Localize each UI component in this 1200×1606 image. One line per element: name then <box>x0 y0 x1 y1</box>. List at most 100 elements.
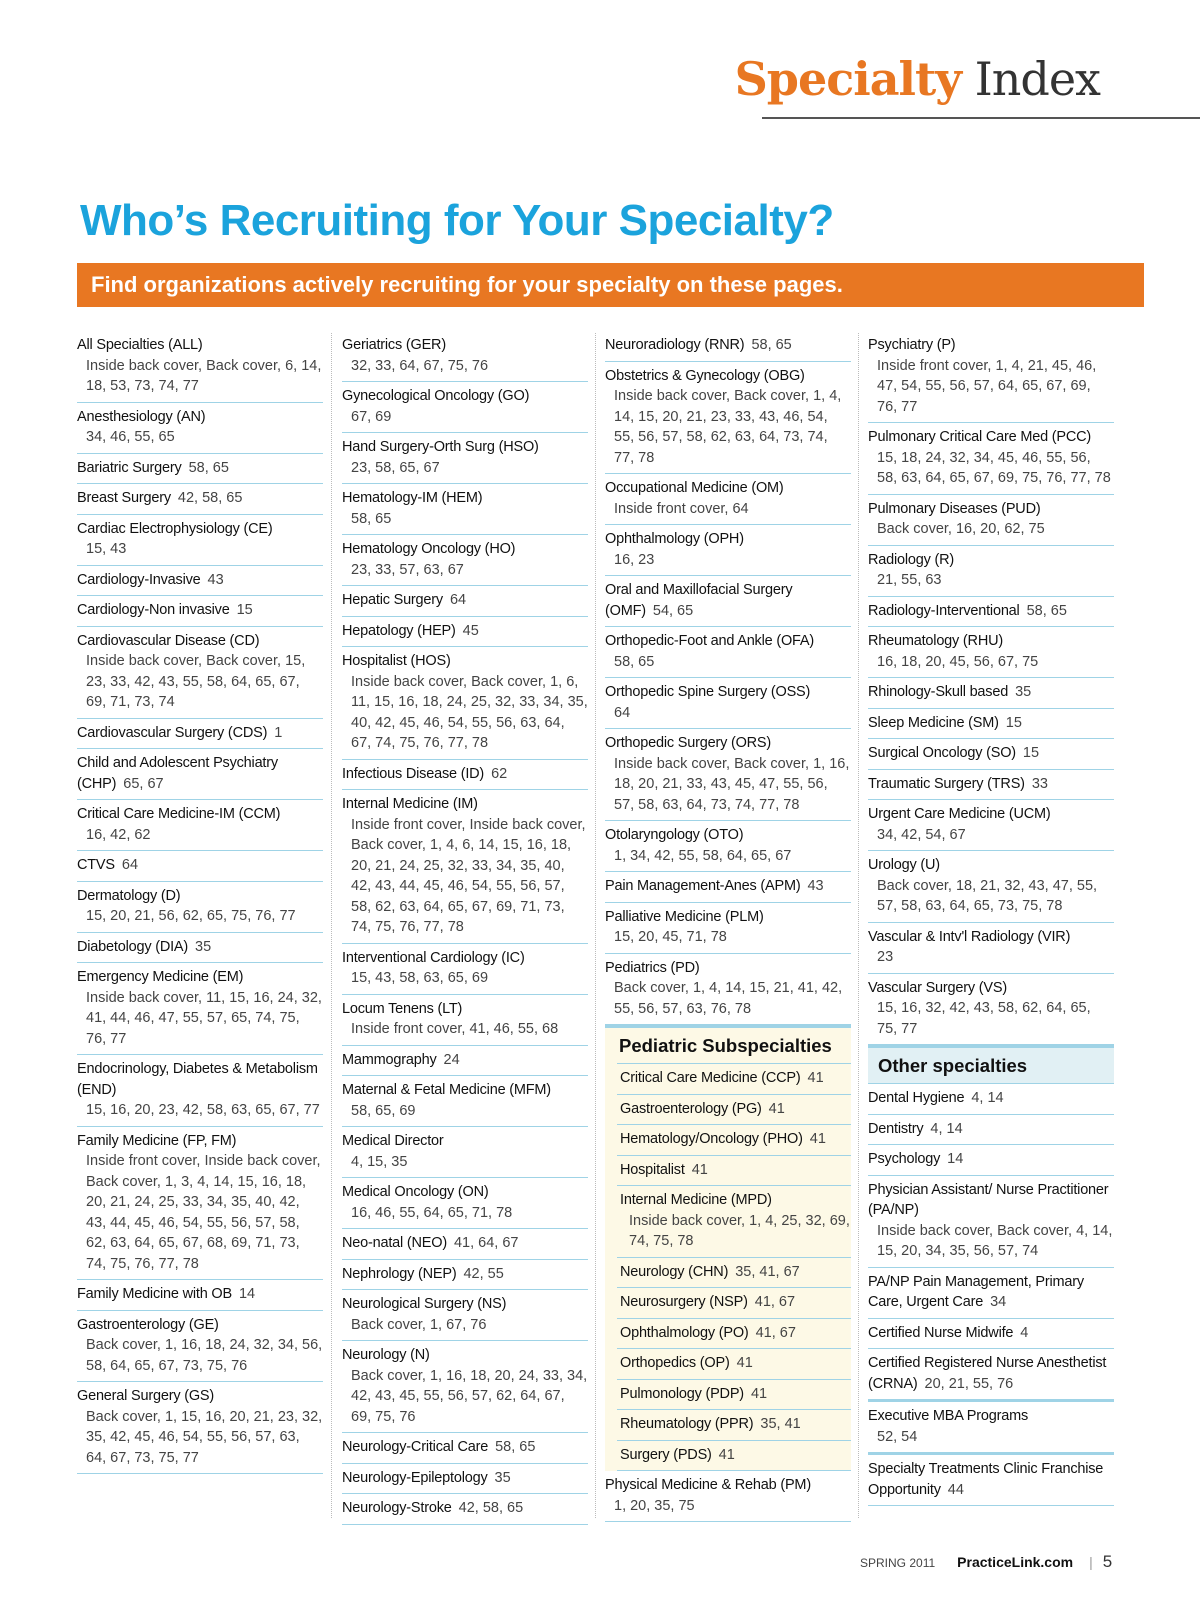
specialty-name: Hepatic Surgery <box>342 592 443 608</box>
index-column-1: All Specialties (ALL) Inside back cover, … <box>77 331 323 1474</box>
specialty-name: Certified Nurse Midwife <box>868 1324 1014 1341</box>
index-entry: Maternal & Fetal Medicine (MFM) 58, 65, 6… <box>342 1076 588 1127</box>
site-link[interactable]: PracticeLink.com <box>957 1554 1074 1570</box>
page-numbers: 23 <box>877 949 894 965</box>
specialty-name: Orthopedics (OP) <box>620 1355 730 1371</box>
column-divider <box>858 333 859 1518</box>
index-entry: Endocrinology, Diabetes & Metabolism (EN… <box>77 1055 323 1127</box>
index-entry: Pediatrics (PD) Back cover, 1, 4, 14, 15,… <box>605 954 851 1025</box>
page-numbers: 58, 65 <box>495 1439 536 1455</box>
specialty-name: Cardiology-Invasive <box>77 571 201 588</box>
specialty-name: Critical Care Medicine (CCP) <box>620 1070 801 1086</box>
page-numbers: 42, 58, 65 <box>458 1500 524 1516</box>
page-numbers: 4 <box>1020 1324 1029 1341</box>
page-numbers: 1 <box>274 724 283 741</box>
page-numbers: 62 <box>491 765 508 782</box>
box-title: Other specialties <box>868 1048 1114 1084</box>
specialty-name: Occupational Medicine (OM) <box>605 480 784 496</box>
specialty-name: Urgent Care Medicine (UCM) <box>868 806 1051 822</box>
index-entry: All Specialties (ALL) Inside back cover, … <box>77 331 323 403</box>
page-numbers: 15, 20, 21, 56, 62, 65, 75, 76, 77 <box>86 908 296 924</box>
index-entry: Surgery (PDS) 41 <box>617 1441 851 1471</box>
specialty-name: Pulmonary Critical Care Med (PCC) <box>868 429 1092 445</box>
specialty-name: Hand Surgery-Orth Surg (HSO) <box>342 439 539 455</box>
specialty-name: Internal Medicine (MPD) <box>620 1192 772 1208</box>
page-numbers: 34, 42, 54, 67 <box>877 826 966 843</box>
page-numbers: 24 <box>443 1051 460 1068</box>
index-entry: Radiology (R) 21, 55, 63 <box>868 546 1114 597</box>
page-numbers: Inside back cover, 1, 4, 25, 32, 69, 74,… <box>629 1212 850 1250</box>
index-entry: Neurology-Epileptology 35 <box>342 1464 588 1494</box>
index-entry: Hematology Oncology (HO) 23, 33, 57, 63, … <box>342 535 588 586</box>
page-numbers: Back cover, 16, 20, 62, 75 <box>877 521 1045 537</box>
index-entry: Cardiology-Non invasive 15 <box>77 596 323 627</box>
page-numbers: 23, 33, 57, 63, 67 <box>351 561 464 578</box>
page-numbers: 34 <box>990 1294 1007 1310</box>
page-numbers: 43 <box>807 878 824 894</box>
page-numbers: 58, 65 <box>351 510 392 527</box>
index-entry: Pulmonary Critical Care Med (PCC) 15, 18,… <box>868 423 1114 495</box>
index-entry: Child and Adolescent Psychiatry (CHP) 65,… <box>77 749 323 800</box>
index-entry: Internal Medicine (IM) Inside front cover… <box>342 790 588 944</box>
page-number: 5 <box>1102 1552 1113 1571</box>
index-column-2: Geriatrics (GER) 32, 33, 64, 67, 75, 76 Gy… <box>342 331 588 1525</box>
page-numbers: 14 <box>238 1286 256 1302</box>
index-entry: Ophthalmology (OPH) 16, 23 <box>605 525 851 576</box>
specialty-name: Cardiology-Non invasive <box>77 602 230 618</box>
index-entry: Physician Assistant/ Nurse Practitioner … <box>868 1176 1114 1268</box>
page-numbers: Back cover, 18, 21, 32, 43, 47, 55, 57, … <box>877 877 1098 915</box>
page-numbers: Inside back cover, Back cover, 4, 14, 15… <box>877 1222 1113 1260</box>
page-numbers: 15 <box>1005 714 1022 731</box>
specialty-name: Child and Adolescent Psychiatry (CHP) <box>77 755 278 792</box>
specialty-name: Medical Oncology (ON) <box>342 1184 489 1200</box>
page-numbers: 20, 21, 55, 76 <box>924 1375 1014 1392</box>
index-entry: Vascular Surgery (VS) 15, 16, 32, 42, 43,… <box>868 974 1114 1045</box>
specialty-name: Obstetrics & Gynecology (OBG) <box>605 367 805 384</box>
specialty-name: Physical Medicine & Rehab (PM) <box>605 1477 811 1493</box>
page-numbers: 35 <box>494 1469 511 1486</box>
index-entry: Oral and Maxillofacial Surgery (OMF) 54, … <box>605 576 851 627</box>
specialty-name: Gynecological Oncology (GO) <box>342 388 530 404</box>
index-entry: General Surgery (GS) Back cover, 1, 15, 1… <box>77 1382 323 1474</box>
specialty-name: Orthopedic-Foot and Ankle (OFA) <box>605 633 814 649</box>
page-numbers: 16, 42, 62 <box>86 826 151 843</box>
page-numbers: 41 <box>718 1446 735 1463</box>
index-entry: Hand Surgery-Orth Surg (HSO) 23, 58, 65, … <box>342 433 588 484</box>
index-entry: Medical Director 4, 15, 35 <box>342 1127 588 1178</box>
page-numbers: 64 <box>449 592 467 608</box>
page-numbers: Inside front cover, Inside back cover, B… <box>86 1153 321 1272</box>
index-entry: Certified Registered Nurse Anesthetist (… <box>868 1349 1114 1400</box>
specialty-name: Nephrology (NEP) <box>342 1265 457 1282</box>
header-rest: Index <box>974 52 1101 106</box>
specialty-name: Neurological Surgery (NS) <box>342 1296 507 1312</box>
page-numbers: 41 <box>691 1161 708 1178</box>
specialty-name: Urology (U) <box>868 857 940 873</box>
index-entry: Neurology (N) Back cover, 1, 16, 18, 20, … <box>342 1341 588 1433</box>
specialty-name: Rhinology-Skull based <box>868 684 1009 700</box>
index-entry: Dentistry 4, 14 <box>868 1115 1114 1145</box>
index-entry: Specialty Treatments Clinic Franchise Op… <box>868 1452 1114 1506</box>
specialty-name: Vascular & Intv'l Radiology (VIR) <box>868 928 1071 945</box>
page-numbers: Inside back cover, Back cover, 1, 4, 14,… <box>614 388 842 466</box>
page-numbers: 41 <box>736 1355 753 1371</box>
specialty-name: Hematology-IM (HEM) <box>342 490 483 506</box>
index-entry: Hematology/Oncology (PHO) 41 <box>617 1125 851 1156</box>
page-numbers: 44 <box>947 1481 964 1498</box>
specialty-name: Hepatology (HEP) <box>342 622 456 639</box>
page-numbers: Inside front cover, 1, 4, 21, 45, 46, 47… <box>877 357 1097 415</box>
page-numbers: 16, 46, 55, 64, 65, 71, 78 <box>351 1204 513 1221</box>
index-entry: Rheumatology (RHU) 16, 18, 20, 45, 56, 67… <box>868 627 1114 678</box>
page-numbers: 1, 20, 35, 75 <box>614 1497 695 1514</box>
page-numbers: 54, 65 <box>652 602 694 619</box>
specialty-name: Otolaryngology (OTO) <box>605 827 744 843</box>
page-numbers: Inside back cover, Back cover, 1, 6, 11,… <box>351 673 588 752</box>
index-entry: Neurological Surgery (NS) Back cover, 1, … <box>342 1290 588 1341</box>
specialty-name: Gastroenterology (GE) <box>77 1316 219 1333</box>
index-entry: Family Medicine with OB 14 <box>77 1280 323 1311</box>
specialty-name: Hematology/Oncology (PHO) <box>620 1131 803 1147</box>
index-entry: Nephrology (NEP) 42, 55 <box>342 1260 588 1290</box>
index-entry: Emergency Medicine (EM) Inside back cover… <box>77 963 323 1055</box>
page-numbers: Back cover, 1, 4, 14, 15, 21, 41, 42, 55… <box>614 980 843 1017</box>
index-entry: Pain Management-Anes (APM) 43 <box>605 872 851 903</box>
